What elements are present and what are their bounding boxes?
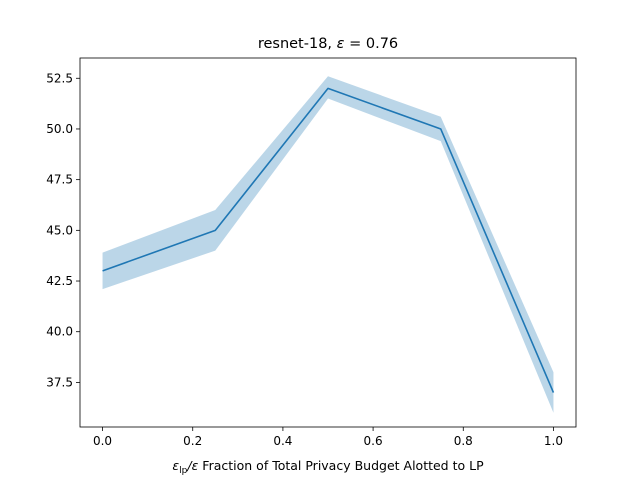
xlabel-text: Fraction of Total Privacy Budget Alotted… [198, 458, 484, 473]
series-line [102, 87, 555, 393]
x-tick-label: 0.4 [273, 434, 292, 448]
y-tick-label: 45.0 [46, 223, 73, 237]
y-tick-label: 40.0 [46, 325, 73, 339]
title-epsilon: ε [337, 36, 345, 52]
x-axis-label: εlp/ε Fraction of Total Privacy Budget A… [172, 458, 484, 476]
y-tick-label: 42.5 [46, 274, 73, 288]
xlabel-slash-epsilon: /ε [186, 458, 198, 473]
xlabel-subscript: lp [179, 466, 188, 476]
axes-frame [79, 57, 577, 428]
y-tick-label: 50.0 [46, 122, 73, 136]
confidence-band-layer [102, 76, 554, 413]
title-epsilon-value: = 0.76 [345, 36, 399, 52]
x-tick-label: 0.2 [183, 434, 202, 448]
y-tick-label: 47.5 [46, 173, 73, 187]
y-axis-ticks: 37.5 40.0 42.5 45.0 47.5 50.0 52.5 [46, 71, 80, 389]
y-tick-label: 52.5 [46, 71, 73, 85]
chart-title: resnet-18, ε = 0.76 [258, 36, 398, 52]
x-tick-label: 1.0 [544, 434, 563, 448]
series-line-layer [102, 87, 555, 393]
x-tick-label: 0.6 [364, 434, 383, 448]
plot-area: 0.0 0.2 0.4 0.6 0.8 1.0 37.5 40.0 42.5 45.0 47.5 5… [46, 57, 577, 448]
y-tick-label: 37.5 [46, 375, 73, 389]
x-axis-ticks: 0.0 0.2 0.4 0.6 0.8 1.0 [93, 427, 563, 448]
xlabel-epsilon: ε [172, 458, 179, 473]
title-model: resnet-18, [258, 36, 337, 52]
x-tick-label: 0.8 [454, 434, 473, 448]
confidence-band [102, 76, 554, 413]
x-tick-label: 0.0 [93, 434, 112, 448]
